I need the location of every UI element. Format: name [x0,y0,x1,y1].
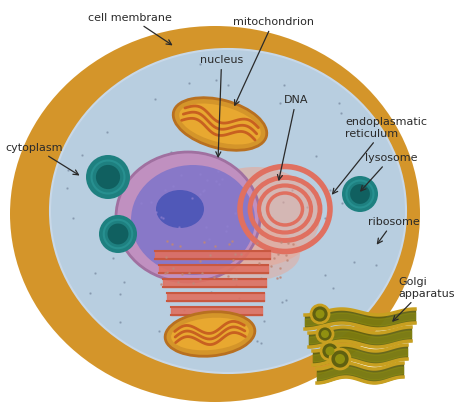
Circle shape [342,177,378,213]
Circle shape [99,216,137,254]
Circle shape [350,184,370,204]
Text: cell membrane: cell membrane [88,13,172,45]
Circle shape [317,326,333,342]
Ellipse shape [190,227,300,282]
Text: cytoplasm: cytoplasm [5,143,79,175]
Ellipse shape [171,318,249,351]
Circle shape [86,155,130,200]
Ellipse shape [116,153,260,282]
Text: nucleus: nucleus [200,55,243,157]
Text: Golgi
apparatus: Golgi apparatus [393,276,455,321]
Circle shape [311,305,329,323]
Circle shape [326,347,335,356]
Circle shape [330,349,350,369]
Ellipse shape [156,191,204,229]
Ellipse shape [179,104,261,145]
Ellipse shape [10,27,420,402]
Text: mitochondrion: mitochondrion [233,17,314,106]
Circle shape [321,342,339,360]
Circle shape [321,330,329,338]
Circle shape [96,166,120,190]
Ellipse shape [131,166,255,275]
Ellipse shape [190,168,320,267]
Ellipse shape [50,50,406,373]
Text: lysosome: lysosome [361,153,418,191]
Text: DNA: DNA [277,95,309,180]
Text: endoplasmatic
reticulum: endoplasmatic reticulum [333,117,427,194]
Ellipse shape [173,99,267,151]
Circle shape [335,354,345,364]
Text: ribosome: ribosome [368,216,420,244]
Ellipse shape [165,312,255,356]
Circle shape [108,224,128,245]
Circle shape [316,310,325,319]
